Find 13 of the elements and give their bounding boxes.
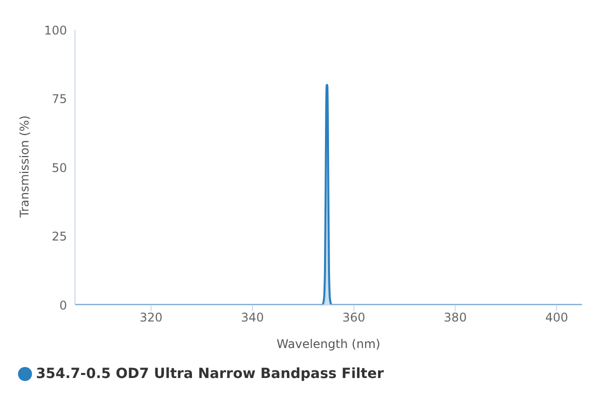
y-tick-label: 75: [52, 92, 67, 106]
y-tick-label: 0: [59, 298, 67, 312]
y-axis-title: Transmission (%): [17, 115, 32, 218]
x-axis-title: Wavelength (nm): [276, 337, 380, 351]
y-tick-label: 50: [52, 160, 67, 175]
x-tick-label: 400: [545, 310, 568, 325]
x-tick-label: 380: [444, 310, 467, 325]
y-tick-label: 100: [44, 23, 67, 38]
x-tick-label: 360: [342, 310, 366, 325]
legend-label: 354.7-0.5 OD7 Ultra Narrow Bandpass Filter: [36, 366, 384, 382]
x-tick-label: 340: [240, 310, 264, 325]
y-tick-label: 25: [52, 230, 67, 244]
x-tick-label: 320: [140, 310, 163, 325]
